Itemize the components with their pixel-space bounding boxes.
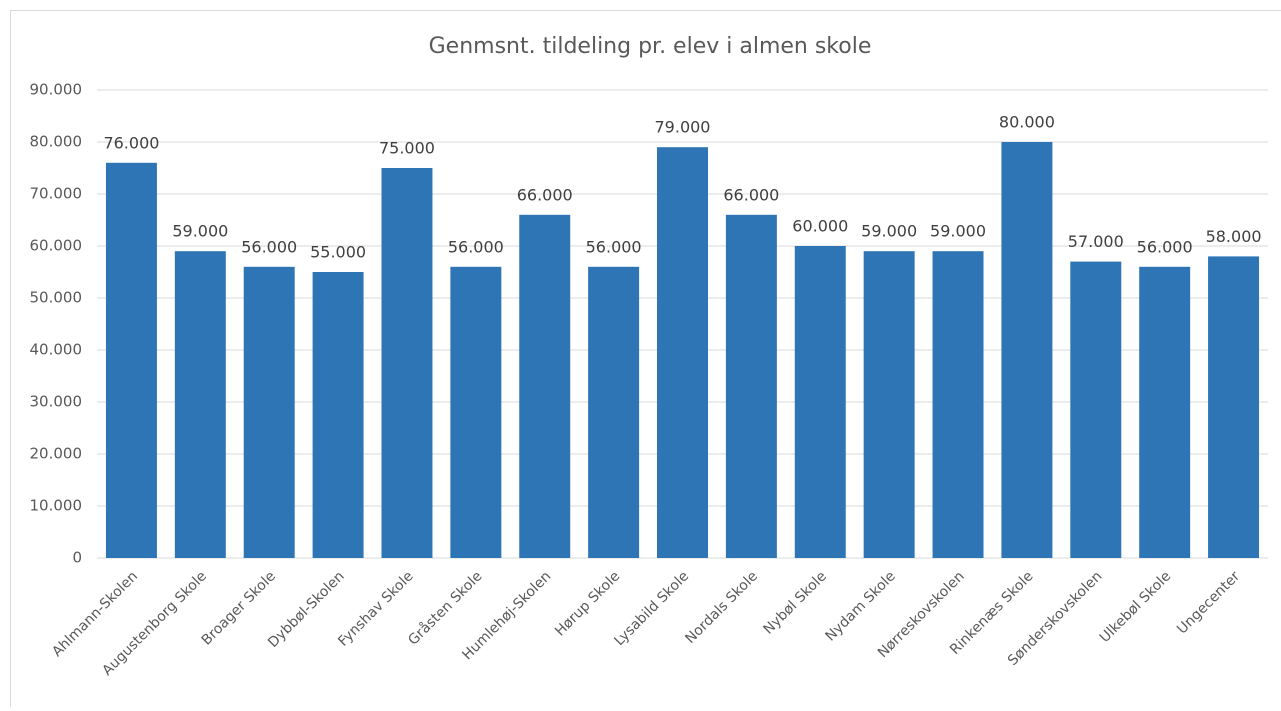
value-label: 56.000 xyxy=(241,237,297,256)
y-tick-label: 40.000 xyxy=(30,341,83,359)
y-tick-label: 50.000 xyxy=(30,289,83,307)
y-tick-label: 90.000 xyxy=(30,81,83,99)
bar xyxy=(244,267,295,558)
y-tick-label: 30.000 xyxy=(30,393,83,411)
value-label: 56.000 xyxy=(1137,237,1193,256)
bar xyxy=(1139,267,1190,558)
chart-title: Genmsnt. tildeling pr. elev i almen skol… xyxy=(429,34,872,59)
value-label: 79.000 xyxy=(655,118,711,137)
value-label: 75.000 xyxy=(379,139,435,158)
bar xyxy=(726,215,777,558)
value-label: 59.000 xyxy=(861,222,917,241)
value-label: 66.000 xyxy=(517,185,573,204)
bar xyxy=(657,147,708,558)
value-label: 56.000 xyxy=(586,237,642,256)
bar xyxy=(1208,256,1259,558)
bar xyxy=(175,251,226,558)
bar xyxy=(313,272,364,558)
value-label: 59.000 xyxy=(172,222,228,241)
bar xyxy=(106,163,157,558)
value-label: 66.000 xyxy=(723,185,779,204)
bar xyxy=(1001,142,1052,558)
bar xyxy=(864,251,915,558)
bar xyxy=(588,267,639,558)
value-label: 76.000 xyxy=(103,133,159,152)
value-label: 59.000 xyxy=(930,222,986,241)
value-label: 58.000 xyxy=(1206,227,1262,246)
y-tick-label: 80.000 xyxy=(30,133,83,151)
y-tick-label: 10.000 xyxy=(30,497,83,515)
y-tick-label: 60.000 xyxy=(30,237,83,255)
bar xyxy=(519,215,570,558)
bar xyxy=(450,267,501,558)
y-tick-label: 70.000 xyxy=(30,185,83,203)
bar xyxy=(795,246,846,558)
y-tick-label: 20.000 xyxy=(30,445,83,463)
bar xyxy=(381,168,432,558)
y-tick-label: 0 xyxy=(72,549,82,567)
value-label: 60.000 xyxy=(792,217,848,236)
value-label: 80.000 xyxy=(999,113,1055,132)
bar xyxy=(933,251,984,558)
value-label: 56.000 xyxy=(448,237,504,256)
value-label: 57.000 xyxy=(1068,232,1124,251)
bar xyxy=(1070,262,1121,558)
value-label: 55.000 xyxy=(310,243,366,262)
